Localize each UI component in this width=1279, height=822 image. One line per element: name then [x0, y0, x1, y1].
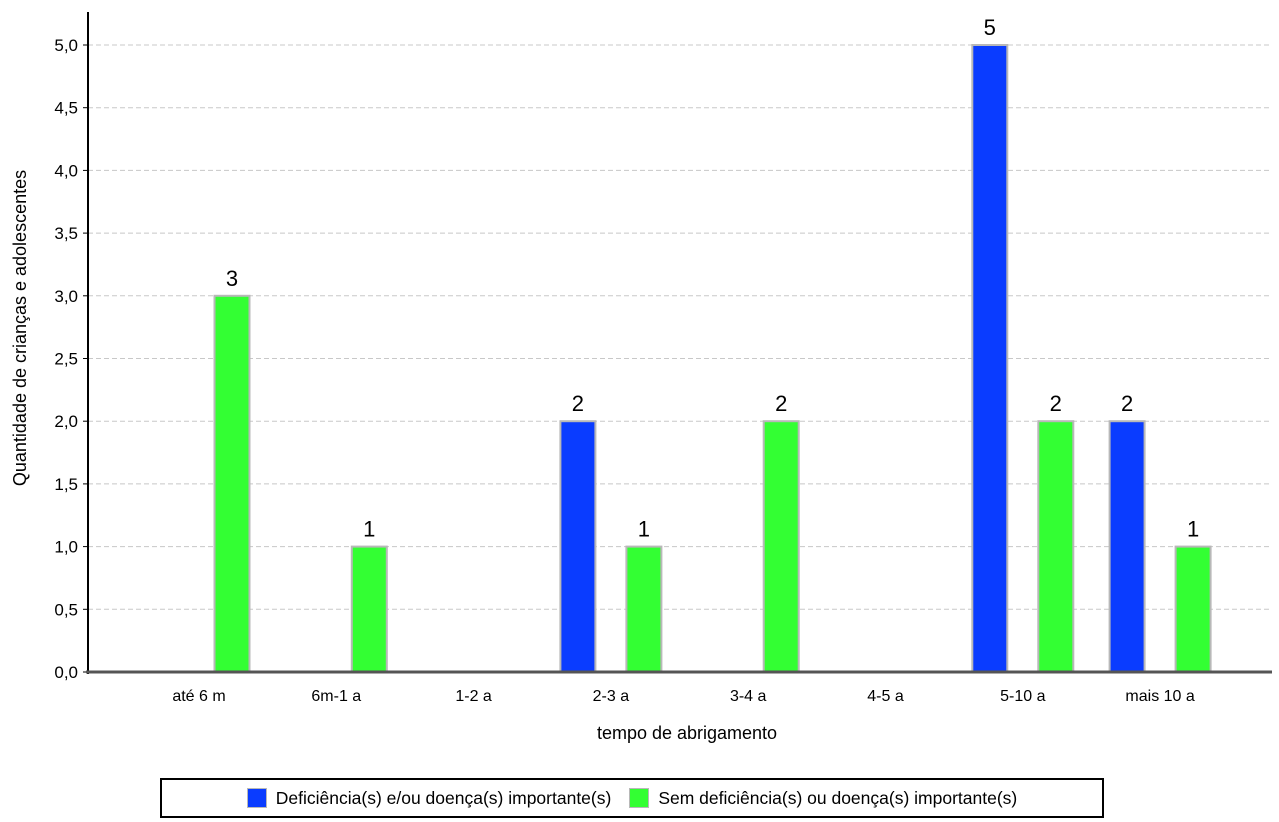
- bar-value-label: 3: [226, 266, 238, 291]
- data-labels: 3 1 2 1 2 5 2 2 1: [226, 15, 1199, 542]
- y-tick-label: 2,0: [54, 412, 78, 431]
- bar-value-label: 1: [638, 517, 650, 542]
- legend-swatch-series-1: [246, 788, 267, 808]
- bar: [559, 420, 597, 674]
- x-category-label: 3-4 a: [730, 688, 767, 705]
- bar-value-label: 1: [1187, 517, 1199, 542]
- x-axis-title: tempo de abrigamento: [597, 723, 777, 743]
- y-axis-ticks: 0,0 0,5 1,0 1,5 2,0 2,5 3,0 3,5 4,0 4,5 5,0: [54, 36, 88, 682]
- bar: [1037, 420, 1075, 674]
- x-category-label: 4-5 a: [867, 688, 904, 705]
- y-tick-label: 4,0: [54, 161, 78, 180]
- legend-item-series-1: Deficiência(s) e/ou doença(s) importante…: [246, 787, 612, 809]
- bar-value-label: 1: [363, 517, 375, 542]
- x-category-label: até 6 m: [172, 688, 225, 705]
- x-category-label: 2-3 a: [593, 688, 630, 705]
- bar: [1174, 545, 1212, 673]
- bar: [625, 545, 663, 673]
- y-tick-label: 0,0: [54, 663, 78, 682]
- bar-value-label: 2: [775, 391, 787, 416]
- x-category-label: 5-10 a: [1000, 688, 1045, 705]
- bar-value-label: 2: [1121, 391, 1133, 416]
- bars: [213, 44, 1212, 674]
- legend-label-series-1: Deficiência(s) e/ou doença(s) importante…: [275, 787, 612, 808]
- x-category-label: 1-2 a: [455, 688, 492, 705]
- legend: Deficiência(s) e/ou doença(s) importante…: [160, 778, 1104, 818]
- bar: [1108, 420, 1146, 674]
- y-tick-label: 1,5: [54, 475, 78, 494]
- y-tick-label: 0,5: [54, 600, 78, 619]
- x-category-label: mais 10 a: [1125, 688, 1194, 705]
- y-tick-label: 3,5: [54, 224, 78, 243]
- legend-swatch-series-2: [629, 788, 650, 808]
- y-tick-label: 5,0: [54, 36, 78, 55]
- y-tick-label: 1,0: [54, 538, 78, 557]
- y-axis-title: Quantidade de crianças e adolescentes: [10, 170, 30, 486]
- x-category-label: 6m-1 a: [311, 688, 361, 705]
- gridlines: [88, 44, 1272, 610]
- legend-item-series-2: Sem deficiência(s) ou doença(s) importan…: [629, 788, 1017, 809]
- y-tick-label: 3,0: [54, 287, 78, 306]
- bar: [213, 294, 251, 673]
- bar-chart: 0,0 0,5 1,0 1,5 2,0 2,5 3,0 3,5 4,0 4,5 5,0 3 1 2 1 2 5…: [10, 12, 1272, 743]
- bar: [350, 545, 388, 673]
- bar: [762, 420, 800, 674]
- bar-value-label: 5: [984, 15, 996, 40]
- bar-value-label: 2: [572, 391, 584, 416]
- x-axis-categories: até 6 m 6m-1 a 1-2 a 2-3 a 3-4 a 4-5 a 5-10 a m…: [172, 688, 1195, 705]
- legend-label-series-2: Sem deficiência(s) ou doença(s) importan…: [658, 787, 1018, 808]
- y-tick-label: 2,5: [54, 350, 78, 369]
- bar: [971, 44, 1009, 673]
- bar-value-label: 2: [1050, 391, 1062, 416]
- y-tick-label: 4,5: [54, 99, 78, 118]
